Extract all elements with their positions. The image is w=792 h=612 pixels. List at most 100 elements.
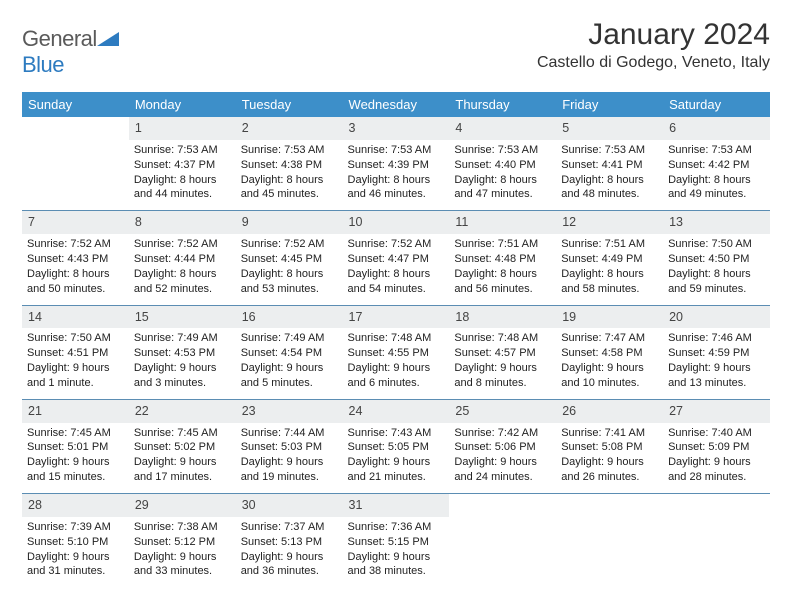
day-number: 6 xyxy=(663,117,770,140)
location: Castello di Godego, Veneto, Italy xyxy=(537,54,770,72)
daylight-text: Daylight: 8 hours and 46 minutes. xyxy=(348,173,445,203)
sunset-text: Sunset: 4:58 PM xyxy=(561,346,658,361)
daylight-text: Daylight: 9 hours and 24 minutes. xyxy=(454,455,551,485)
sunset-text: Sunset: 4:41 PM xyxy=(561,158,658,173)
header: GeneralBlue January 2024 Castello di God… xyxy=(22,18,770,78)
day-number: 18 xyxy=(449,305,556,328)
day-cell: Sunrise: 7:52 AMSunset: 4:47 PMDaylight:… xyxy=(343,234,450,305)
daylight-text: Daylight: 9 hours and 36 minutes. xyxy=(241,550,338,580)
sunset-text: Sunset: 5:12 PM xyxy=(134,535,231,550)
sunset-text: Sunset: 4:39 PM xyxy=(348,158,445,173)
sunset-text: Sunset: 5:10 PM xyxy=(27,535,124,550)
sunrise-text: Sunrise: 7:42 AM xyxy=(454,426,551,441)
day-number: 30 xyxy=(236,494,343,517)
day-cell: Sunrise: 7:39 AMSunset: 5:10 PMDaylight:… xyxy=(22,517,129,587)
day-number: 8 xyxy=(129,211,236,234)
day-cell: Sunrise: 7:53 AMSunset: 4:39 PMDaylight:… xyxy=(343,140,450,211)
sunrise-text: Sunrise: 7:41 AM xyxy=(561,426,658,441)
day-cell xyxy=(556,517,663,587)
title-block: January 2024 Castello di Godego, Veneto,… xyxy=(537,18,770,72)
day-cell xyxy=(449,517,556,587)
sunrise-text: Sunrise: 7:51 AM xyxy=(454,237,551,252)
day-cell: Sunrise: 7:37 AMSunset: 5:13 PMDaylight:… xyxy=(236,517,343,587)
sunrise-text: Sunrise: 7:53 AM xyxy=(668,143,765,158)
sunrise-text: Sunrise: 7:37 AM xyxy=(241,520,338,535)
daylight-text: Daylight: 8 hours and 47 minutes. xyxy=(454,173,551,203)
sunset-text: Sunset: 4:50 PM xyxy=(668,252,765,267)
day-number xyxy=(22,117,129,140)
day-number: 22 xyxy=(129,399,236,422)
daylight-text: Daylight: 9 hours and 10 minutes. xyxy=(561,361,658,391)
day-cell xyxy=(22,140,129,211)
content-row: Sunrise: 7:50 AMSunset: 4:51 PMDaylight:… xyxy=(22,328,770,399)
day-number: 5 xyxy=(556,117,663,140)
day-cell: Sunrise: 7:52 AMSunset: 4:44 PMDaylight:… xyxy=(129,234,236,305)
daylight-text: Daylight: 8 hours and 53 minutes. xyxy=(241,267,338,297)
day-cell: Sunrise: 7:43 AMSunset: 5:05 PMDaylight:… xyxy=(343,423,450,494)
sunrise-text: Sunrise: 7:53 AM xyxy=(134,143,231,158)
day-cell: Sunrise: 7:45 AMSunset: 5:01 PMDaylight:… xyxy=(22,423,129,494)
day-number: 1 xyxy=(129,117,236,140)
sunrise-text: Sunrise: 7:51 AM xyxy=(561,237,658,252)
day-cell: Sunrise: 7:53 AMSunset: 4:38 PMDaylight:… xyxy=(236,140,343,211)
daylight-text: Daylight: 9 hours and 17 minutes. xyxy=(134,455,231,485)
day-cell: Sunrise: 7:52 AMSunset: 4:43 PMDaylight:… xyxy=(22,234,129,305)
sunset-text: Sunset: 4:38 PM xyxy=(241,158,338,173)
sunrise-text: Sunrise: 7:52 AM xyxy=(134,237,231,252)
day-number xyxy=(449,494,556,517)
sunrise-text: Sunrise: 7:43 AM xyxy=(348,426,445,441)
sunrise-text: Sunrise: 7:53 AM xyxy=(241,143,338,158)
day-header: Sunday xyxy=(22,92,129,117)
day-cell: Sunrise: 7:44 AMSunset: 5:03 PMDaylight:… xyxy=(236,423,343,494)
sunset-text: Sunset: 4:45 PM xyxy=(241,252,338,267)
day-cell: Sunrise: 7:52 AMSunset: 4:45 PMDaylight:… xyxy=(236,234,343,305)
sunset-text: Sunset: 4:57 PM xyxy=(454,346,551,361)
sunrise-text: Sunrise: 7:39 AM xyxy=(27,520,124,535)
day-header: Saturday xyxy=(663,92,770,117)
daylight-text: Daylight: 9 hours and 3 minutes. xyxy=(134,361,231,391)
day-number: 21 xyxy=(22,399,129,422)
sunrise-text: Sunrise: 7:48 AM xyxy=(454,331,551,346)
daynum-row: 78910111213 xyxy=(22,211,770,234)
sunrise-text: Sunrise: 7:44 AM xyxy=(241,426,338,441)
logo-text: GeneralBlue xyxy=(22,26,119,78)
day-number: 29 xyxy=(129,494,236,517)
daylight-text: Daylight: 8 hours and 49 minutes. xyxy=(668,173,765,203)
day-number: 19 xyxy=(556,305,663,328)
day-number: 16 xyxy=(236,305,343,328)
sunset-text: Sunset: 4:43 PM xyxy=(27,252,124,267)
daynum-row: 14151617181920 xyxy=(22,305,770,328)
daylight-text: Daylight: 8 hours and 56 minutes. xyxy=(454,267,551,297)
daylight-text: Daylight: 9 hours and 13 minutes. xyxy=(668,361,765,391)
day-header: Friday xyxy=(556,92,663,117)
daylight-text: Daylight: 9 hours and 28 minutes. xyxy=(668,455,765,485)
sunset-text: Sunset: 5:08 PM xyxy=(561,440,658,455)
day-cell: Sunrise: 7:53 AMSunset: 4:42 PMDaylight:… xyxy=(663,140,770,211)
sunset-text: Sunset: 4:42 PM xyxy=(668,158,765,173)
day-cell: Sunrise: 7:49 AMSunset: 4:54 PMDaylight:… xyxy=(236,328,343,399)
day-number xyxy=(663,494,770,517)
calendar-head: SundayMondayTuesdayWednesdayThursdayFrid… xyxy=(22,92,770,117)
day-cell: Sunrise: 7:48 AMSunset: 4:55 PMDaylight:… xyxy=(343,328,450,399)
day-number: 4 xyxy=(449,117,556,140)
day-cell: Sunrise: 7:40 AMSunset: 5:09 PMDaylight:… xyxy=(663,423,770,494)
sunset-text: Sunset: 4:59 PM xyxy=(668,346,765,361)
daylight-text: Daylight: 8 hours and 45 minutes. xyxy=(241,173,338,203)
day-cell: Sunrise: 7:50 AMSunset: 4:51 PMDaylight:… xyxy=(22,328,129,399)
sunset-text: Sunset: 5:02 PM xyxy=(134,440,231,455)
day-number: 9 xyxy=(236,211,343,234)
sunset-text: Sunset: 4:40 PM xyxy=(454,158,551,173)
day-cell: Sunrise: 7:51 AMSunset: 4:49 PMDaylight:… xyxy=(556,234,663,305)
daylight-text: Daylight: 9 hours and 15 minutes. xyxy=(27,455,124,485)
logo-triangle-icon xyxy=(97,32,119,46)
sunset-text: Sunset: 4:48 PM xyxy=(454,252,551,267)
day-number: 28 xyxy=(22,494,129,517)
logo-word-1: General xyxy=(22,26,97,51)
sunset-text: Sunset: 5:03 PM xyxy=(241,440,338,455)
sunrise-text: Sunrise: 7:53 AM xyxy=(348,143,445,158)
sunrise-text: Sunrise: 7:36 AM xyxy=(348,520,445,535)
daylight-text: Daylight: 9 hours and 21 minutes. xyxy=(348,455,445,485)
content-row: Sunrise: 7:53 AMSunset: 4:37 PMDaylight:… xyxy=(22,140,770,211)
content-row: Sunrise: 7:39 AMSunset: 5:10 PM Daylight:… xyxy=(22,517,770,587)
day-number: 15 xyxy=(129,305,236,328)
